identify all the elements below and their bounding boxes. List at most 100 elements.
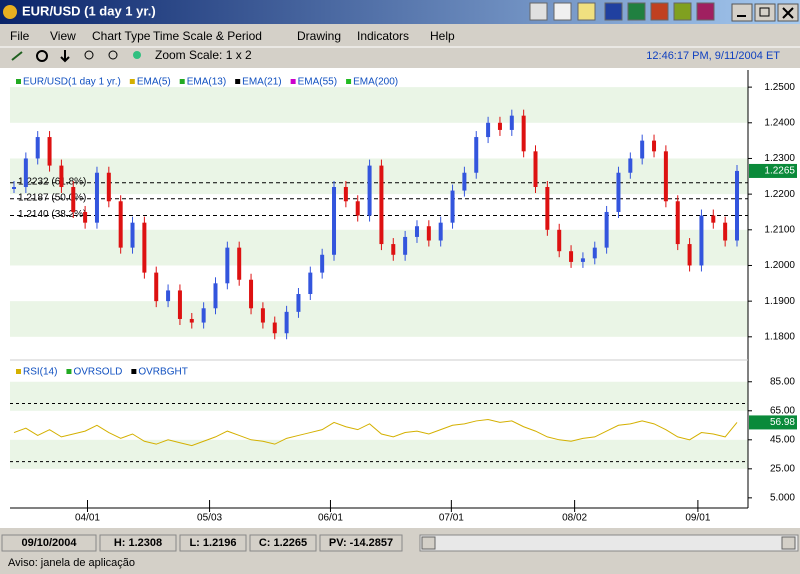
window-buttons[interactable]	[731, 3, 799, 22]
menu-item[interactable]: Indicators	[357, 29, 409, 43]
scrollbar[interactable]	[419, 534, 799, 552]
last-price: 1.2265	[764, 166, 795, 177]
menu-item[interactable]: Help	[430, 29, 455, 43]
chart: 1.2500 1.2400 1.2300 1.2200 1.2100 1.2000 1.19…	[10, 70, 797, 524]
legend-label: OVRBGHT	[138, 367, 187, 378]
status-date: 09/10/2004	[21, 537, 77, 549]
candle	[166, 290, 171, 302]
candle	[260, 308, 265, 323]
candle	[296, 294, 301, 312]
menu-item[interactable]: View	[50, 29, 76, 43]
candle	[379, 165, 384, 245]
legend-label: RSI(14)	[23, 367, 57, 378]
candle	[497, 122, 502, 130]
status-cell	[99, 534, 177, 552]
y-tick-label: 1.2100	[764, 224, 795, 235]
y-tick-label: 1.1900	[764, 296, 795, 307]
fib-label: 1.2187 (50.0%)	[18, 192, 86, 203]
rsi-line	[13, 418, 738, 447]
status-high: H: 1.2308	[114, 537, 162, 549]
candle	[687, 244, 692, 266]
candle	[462, 172, 467, 191]
candle	[118, 201, 123, 248]
candle	[675, 201, 680, 245]
legend-swatch	[66, 369, 72, 374]
legend-swatch	[235, 79, 241, 84]
legend-swatch	[290, 79, 296, 84]
candle	[332, 186, 337, 255]
fib-label: 1.2140 (38.2%)	[18, 209, 86, 220]
status-cell	[1, 534, 97, 552]
candle	[237, 247, 242, 280]
candle	[213, 283, 218, 309]
candle	[71, 186, 76, 212]
candle	[474, 137, 479, 173]
legend-swatch	[179, 79, 185, 84]
y-tick-label: 1.2200	[764, 189, 795, 200]
candle	[83, 211, 88, 223]
status-close: C: 1.2265	[259, 537, 307, 549]
scroll-right[interactable]	[781, 536, 796, 550]
fib-label: 1.2232 (61.8%)	[18, 176, 86, 187]
candle	[580, 258, 585, 262]
y-tick-label: 65.00	[770, 405, 795, 416]
legend-swatch	[129, 79, 135, 84]
candle	[723, 222, 728, 241]
status-pv: PV: -14.2857	[329, 537, 393, 549]
candle	[450, 190, 455, 223]
candle	[652, 140, 657, 152]
y-tick-label: 1.2000	[764, 260, 795, 271]
status-cell	[319, 534, 403, 552]
y-tick-label: 45.00	[770, 434, 795, 445]
toolbar-icons[interactable]	[11, 50, 141, 63]
candle	[35, 137, 40, 159]
taskbar-icons	[529, 2, 715, 21]
legend-label: EMA(5)	[137, 77, 171, 88]
candle	[533, 151, 538, 187]
menu-item[interactable]: File	[10, 29, 30, 43]
candle	[735, 170, 739, 241]
band	[10, 87, 748, 123]
candle	[320, 254, 325, 273]
menu-item[interactable]: Chart Type	[92, 29, 151, 43]
last-rsi: 56.98	[770, 417, 795, 428]
candle	[225, 247, 230, 284]
x-tick-label: 08/02	[562, 513, 587, 524]
candle	[557, 229, 562, 252]
candle	[569, 251, 574, 262]
x-tick-label: 07/01	[439, 513, 464, 524]
candle	[94, 172, 99, 223]
candle	[59, 165, 64, 187]
x-tick-label: 04/01	[75, 513, 100, 524]
band	[10, 381, 748, 411]
x-tick-label: 05/03	[197, 513, 222, 524]
candle	[414, 226, 419, 237]
candle	[509, 115, 514, 130]
legend-swatch	[16, 79, 21, 84]
candle	[628, 158, 633, 173]
candle	[343, 186, 348, 202]
candle	[189, 318, 194, 323]
menu-item[interactable]: Time Scale & Period	[153, 29, 262, 43]
y-tick-label: 1.2500	[764, 82, 795, 93]
clock: 12:46:17 PM, 9/11/2004 ET	[646, 50, 780, 62]
legend-swatch	[346, 79, 352, 84]
candle	[391, 244, 396, 255]
last-rsi-box	[749, 415, 797, 430]
legend-label: EMA(21)	[242, 77, 281, 88]
last-price-box	[749, 163, 797, 178]
legend-label: EMA(13)	[187, 77, 226, 88]
candle	[272, 322, 277, 334]
candle	[154, 272, 159, 302]
candle	[308, 272, 313, 295]
x-tick-label: 09/01	[685, 513, 710, 524]
scroll-left[interactable]	[421, 536, 436, 550]
menu-item[interactable]: Drawing	[297, 29, 341, 43]
band	[10, 158, 748, 195]
candle	[545, 186, 550, 230]
candle	[177, 290, 182, 319]
legend-swatch	[16, 369, 21, 374]
status-cell	[179, 534, 247, 552]
candle	[367, 165, 372, 216]
